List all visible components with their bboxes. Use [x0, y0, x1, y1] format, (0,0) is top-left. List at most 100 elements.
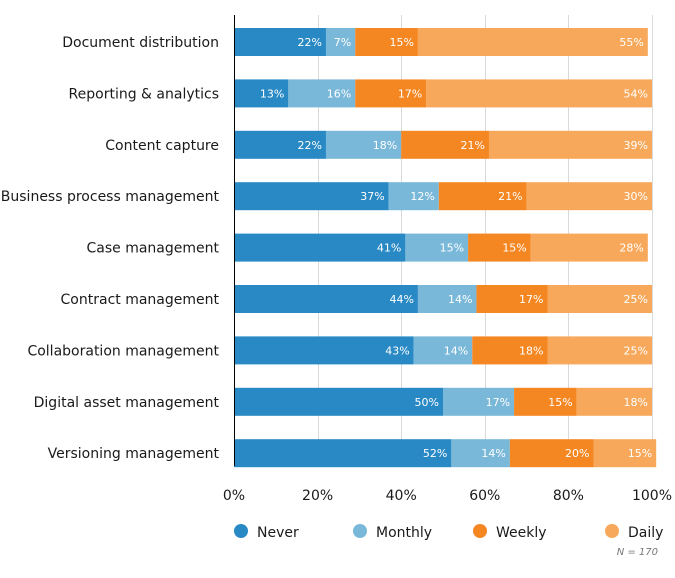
x-tick-label: 80%	[553, 488, 584, 504]
bar-segment-weekly	[355, 28, 418, 56]
bar-segment-weekly	[472, 336, 548, 365]
legend-item-daily: Daily	[605, 524, 663, 541]
value-label: 52%	[423, 447, 447, 460]
legend-swatch	[353, 524, 367, 538]
value-label: 25%	[624, 344, 648, 357]
category-label: Versioning management	[48, 446, 220, 462]
value-label: 15%	[440, 242, 464, 255]
sample-size-note: N = 170	[617, 547, 658, 558]
value-label: 20%	[565, 447, 589, 460]
legend-item-monthly: Monthly	[353, 524, 432, 541]
category-label: Business process management	[1, 189, 220, 205]
value-label: 12%	[410, 190, 434, 203]
bar-segment-never	[234, 387, 443, 416]
value-label: 7%	[334, 36, 351, 49]
bar-segment-monthly	[443, 387, 515, 416]
value-label: 22%	[298, 139, 322, 152]
bar-segment-daily	[526, 182, 652, 211]
bar-segment-never	[234, 130, 326, 159]
value-label: 54%	[624, 87, 648, 100]
legend-swatch	[473, 524, 487, 538]
value-label: 17%	[398, 87, 422, 100]
legend-swatch	[234, 524, 248, 538]
bar-segment-weekly	[476, 285, 548, 313]
value-label: 14%	[444, 344, 468, 357]
category-label: Case management	[87, 241, 220, 257]
x-tick-label: 100%	[632, 488, 672, 504]
bar-segment-weekly	[468, 233, 531, 262]
x-axis-ticks: 0% 20% 40% 60% 80% 100%	[223, 488, 672, 504]
x-tick-label: 0%	[223, 488, 245, 504]
bar-row: 41% 15% 15% 28%	[234, 233, 648, 262]
legend-item-never: Never	[234, 524, 299, 541]
value-label: 18%	[624, 396, 648, 409]
bar-segment-monthly	[325, 130, 402, 159]
bar-segment-weekly	[355, 79, 427, 108]
bar-row: 22% 18% 21% 39%	[234, 130, 652, 159]
bar-segment-monthly	[325, 28, 356, 56]
value-label: 55%	[619, 36, 643, 49]
legend: Never Monthly Weekly Daily	[234, 524, 663, 541]
x-tick-label: 40%	[386, 488, 417, 504]
legend-swatch	[605, 524, 619, 538]
bar-segment-monthly	[388, 182, 439, 211]
value-label: 21%	[461, 139, 485, 152]
value-label: 13%	[260, 87, 284, 100]
bar-segment-daily	[593, 439, 657, 468]
value-label: 44%	[389, 293, 413, 306]
category-label: Digital asset management	[34, 395, 220, 411]
bar-segment-monthly	[417, 285, 477, 313]
value-label: 15%	[628, 447, 652, 460]
bar-segment-never	[234, 439, 452, 468]
value-label: 18%	[373, 139, 397, 152]
value-label: 30%	[624, 190, 648, 203]
value-label: 28%	[619, 242, 643, 255]
legend-label: Monthly	[376, 525, 432, 541]
bar-row: 50% 17% 15% 18%	[234, 387, 652, 416]
bar-segment-never	[234, 285, 418, 313]
bar-segment-daily	[488, 130, 652, 159]
category-label: Document distribution	[62, 35, 219, 51]
value-label: 41%	[377, 242, 401, 255]
category-label: Reporting & analytics	[69, 86, 219, 102]
value-label: 50%	[415, 396, 439, 409]
value-label: 39%	[624, 139, 648, 152]
bar-segment-monthly	[405, 233, 469, 262]
bar-segment-never	[234, 233, 406, 262]
bar-row: 52% 14% 20% 15%	[234, 439, 657, 468]
bar-segment-daily	[417, 28, 648, 56]
value-label: 17%	[486, 396, 510, 409]
bar-segment-daily	[547, 285, 652, 313]
bar-segment-daily	[547, 336, 652, 365]
value-label: 15%	[389, 36, 413, 49]
bar-row: 22% 7% 15% 55%	[234, 28, 648, 56]
value-label: 14%	[481, 447, 505, 460]
value-label: 15%	[548, 396, 572, 409]
value-label: 15%	[502, 242, 526, 255]
bar-row: 13% 16% 17% 54%	[234, 79, 652, 108]
bar-segment-never	[234, 336, 414, 365]
bar-segment-weekly	[438, 182, 527, 211]
value-label: 14%	[448, 293, 472, 306]
bar-row: 43% 14% 18% 25%	[234, 336, 652, 365]
x-tick-label: 60%	[469, 488, 500, 504]
bar-segment-never	[234, 182, 389, 211]
value-label: 21%	[498, 190, 522, 203]
legend-item-weekly: Weekly	[473, 524, 547, 541]
bar-segment-monthly	[413, 336, 473, 365]
bar-segment-monthly	[451, 439, 510, 468]
legend-label: Daily	[628, 525, 663, 541]
value-label: 17%	[519, 293, 543, 306]
bar-row: 44% 14% 17% 25%	[234, 285, 652, 313]
value-label: 16%	[327, 87, 351, 100]
value-label: 22%	[298, 36, 322, 49]
value-label: 37%	[360, 190, 384, 203]
bar-segment-weekly	[401, 130, 489, 159]
category-label: Content capture	[105, 138, 219, 154]
bar-segment-daily	[426, 79, 652, 108]
category-label: Contract management	[61, 292, 220, 308]
bar-segment-monthly	[288, 79, 356, 108]
bar-segment-never	[234, 79, 289, 108]
bar-segment-daily	[530, 233, 648, 262]
